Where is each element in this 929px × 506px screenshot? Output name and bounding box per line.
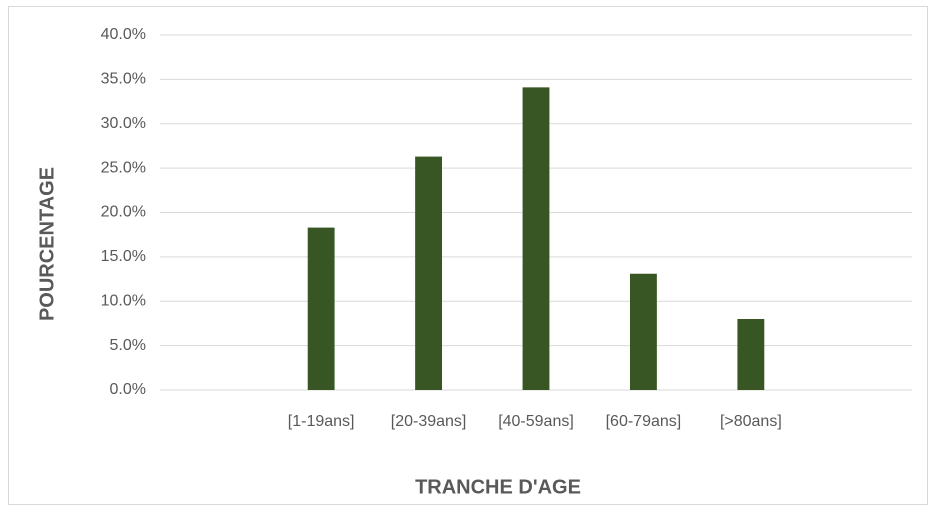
y-tick-label: 25.0% [101,159,146,176]
x-tick-label: [>80ans] [720,413,782,430]
x-tick-label: [40-59ans] [498,413,574,430]
bar [307,227,335,390]
y-tick-label: 40.0% [101,26,146,43]
x-tick-label: [60-79ans] [606,413,682,430]
bar [522,87,550,391]
bar [737,319,765,390]
y-tick-label: 35.0% [101,71,146,88]
bar [630,273,657,390]
y-tick-label: 0.0% [110,381,146,398]
y-tick-label: 20.0% [101,204,146,221]
y-tick-label: 5.0% [110,337,146,354]
x-tick-label: [1-19ans] [288,413,355,430]
y-tick-label: 15.0% [101,248,146,265]
y-axis-title: POURCENTAGE [36,167,58,321]
x-axis-title: TRANCHE D'AGE [415,476,581,498]
y-tick-label: 10.0% [101,292,146,309]
y-tick-label: 30.0% [101,115,146,132]
chart-border [8,6,928,505]
bar [415,156,442,390]
x-tick-label: [20-39ans] [391,413,467,430]
